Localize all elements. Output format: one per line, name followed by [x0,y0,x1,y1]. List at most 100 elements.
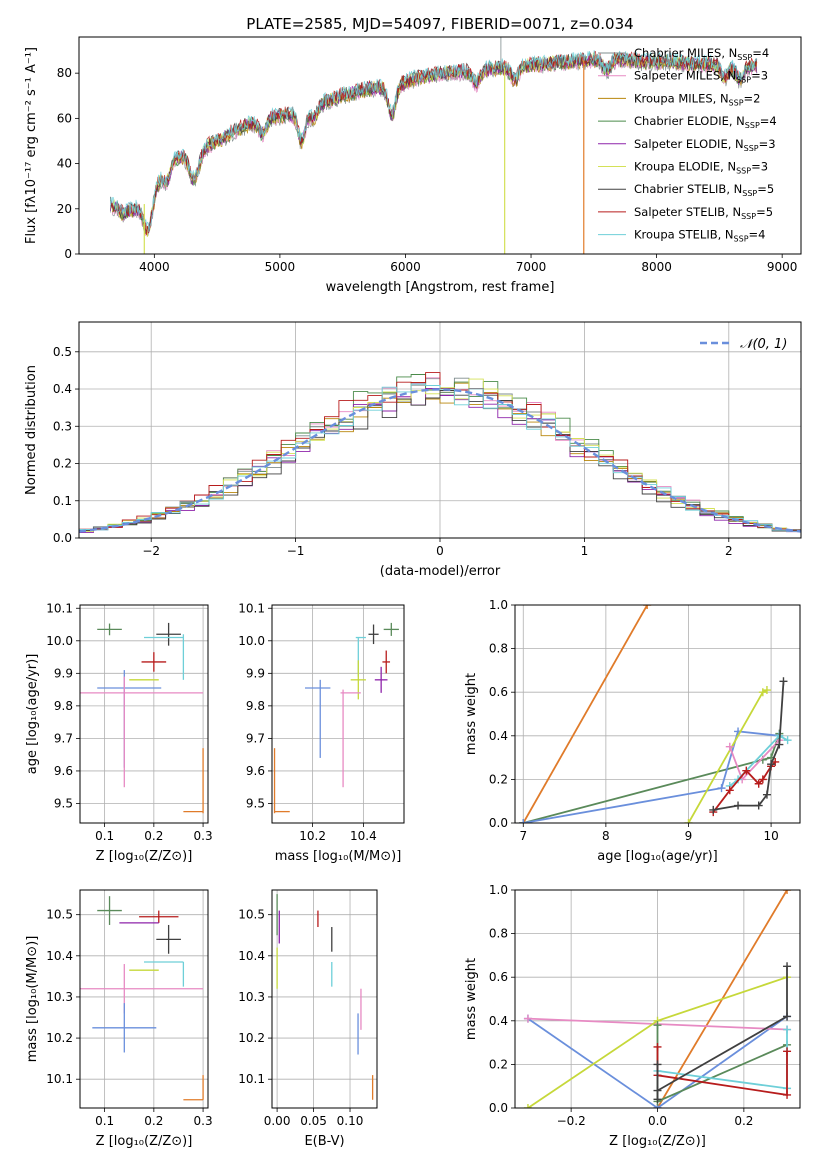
y-tick-label: 0.8 [489,642,508,656]
errorbar-points [276,894,374,1100]
normal-curve [79,388,801,533]
weight-marker [523,1014,532,1023]
weight-marker [754,801,763,810]
weight-line [729,734,789,787]
legend-text: Kroupa STELIB, N [634,228,734,242]
x-tick-label: 0.2 [144,1114,163,1128]
y-tick-label: 80 [57,66,72,80]
weight-marker [783,736,792,745]
errorbar-points [80,622,204,814]
legend-tail: =3 [759,137,776,151]
legend-tail: =3 [751,69,768,83]
weight-marker [767,760,776,769]
weight-marker [684,819,693,823]
spectrum-panel: 4000 5000 6000 7000 8000 9000 0 20 40 60 80 wavelen… [24,36,802,295]
x-axis-label: wavelength [Angstrom, rest frame] [326,280,555,295]
x-tick-label: 6000 [390,260,421,274]
errorbar-points [273,622,399,814]
legend: 𝒩(0, 1) [700,337,787,352]
weight-marker [783,1047,792,1056]
axes-frame [79,889,209,1109]
errorbar-point [368,624,379,645]
y-tick-label: 0.4 [489,1014,508,1028]
weight-marker [783,890,792,894]
weight-marker [762,790,771,799]
y-axis-label: age [log₁₀(age/yr)] [25,654,40,775]
figure-title: PLATE=2585, MJD=54097, FIBERID=0071, z=0… [246,15,633,33]
y-tick-label: 10.1 [46,1072,73,1086]
errorbar-point [374,666,388,693]
legend-sub: SSP [745,121,760,130]
y-tick-label: 10.3 [238,990,265,1004]
y-tick-label: 1.0 [489,883,508,897]
x-axis-label: E(B-V) [304,1134,344,1149]
x-tick-label: 0.2 [734,1114,753,1128]
y-axis-label: mass weight [464,673,479,755]
weight-marker [523,1104,532,1108]
y-axis-label: mass weight [464,958,479,1040]
x-axis-label: age [log₁₀(age/yr)] [597,849,718,864]
mass-weight-vs-metallicity-panel: −0.2 0.0 0.2 0.0 0.2 0.4 0.6 0.8 1.0 Z [log₁₀(Z/Z… [464,883,801,1149]
x-tick-label: 9000 [767,260,798,274]
y-axis-label: mass [log₁₀(M/M⊙)] [25,936,40,1063]
weight-marker [783,962,792,971]
y-tick-label: 10.4 [46,949,73,963]
y-tick-label: 10.2 [238,1031,265,1045]
legend-entry: Chabrier MILES, NSSP=4 [634,46,769,62]
legend-text: Chabrier MILES, N [634,46,737,60]
age-vs-metallicity-panel: 0.1 0.2 0.3 9.5 9.6 9.7 9.8 9.9 10.0 10.1 Z [log₁₀… [25,601,213,864]
legend-sub: SSP [744,144,759,153]
y-tick-label: 0.1 [53,494,72,508]
y-axis-label: Normed distribution [24,365,39,495]
errorbar-point [383,622,399,636]
y-tick-label: 0.2 [53,457,72,471]
weight-marker [734,801,743,810]
axes-frame [79,604,209,824]
mass-weight-vs-age-panel: 7 8 9 10 0.0 0.2 0.4 0.6 0.8 1.0 age [log₁₀(age/yr… [464,598,801,864]
x-axis-label: Z [log₁₀(Z/Z⊙)] [96,849,193,864]
legend-sub: SSP [736,167,751,176]
x-tick-label: 0 [436,544,444,558]
spectrum-lines [110,37,758,254]
x-tick-label: 0.10 [337,1114,364,1128]
weight-marker [725,786,734,795]
y-tick-label: 9.8 [54,699,73,713]
y-tick-label: 9.7 [54,731,73,745]
legend-tail: =4 [752,46,769,60]
x-tick-label: 10.4 [350,829,377,843]
legend-entry: Salpeter STELIB, NSSP=5 [634,205,773,221]
x-tick-label: 8000 [641,260,672,274]
x-tick-label: 4000 [139,260,170,274]
x-tick-label: 2 [725,544,733,558]
legend-text: Salpeter STELIB, N [634,205,741,219]
legend-text: Kroupa MILES, N [634,91,729,105]
legend-sub: SSP [741,212,756,221]
y-tick-label: 0.3 [53,419,72,433]
histogram-series-line [79,383,801,538]
y-tick-label: 0.5 [53,345,72,359]
axes-frame [271,604,405,824]
y-tick-label: 10.0 [238,634,265,648]
legend-text: Salpeter MILES, N [634,69,736,83]
mass-vs-ebv-panel: 0.00 0.05 0.10 10.1 10.2 10.3 10.4 10.5 E(B-V) [238,889,378,1149]
mass-vs-metallicity-panel: 0.1 0.2 0.3 10.1 10.2 10.3 10.4 10.5 Z [log₁₀(Z/… [25,889,213,1149]
weight-marker [762,686,771,695]
y-tick-label: 9.8 [246,699,265,713]
y-tick-label: 9.6 [246,764,265,778]
legend-entry: Chabrier STELIB, NSSP=5 [634,182,774,198]
legend-tail: =3 [751,160,768,174]
x-tick-label: 0.05 [300,1114,327,1128]
x-axis-label: (data-model)/error [380,564,501,579]
legend-text: Chabrier STELIB, N [634,182,742,196]
y-tick-label: 10.5 [46,908,73,922]
errorbar-point [141,652,167,672]
spectrum-line [110,50,758,232]
weight-marker [754,779,763,788]
legend-sub: SSP [736,76,751,85]
weight-marker [643,605,652,609]
weight-marker [519,819,528,823]
x-tick-label: 0.1 [95,1114,114,1128]
y-tick-label: 9.5 [54,796,73,810]
x-tick-label: −1 [287,544,305,558]
axes-frame [78,321,802,539]
